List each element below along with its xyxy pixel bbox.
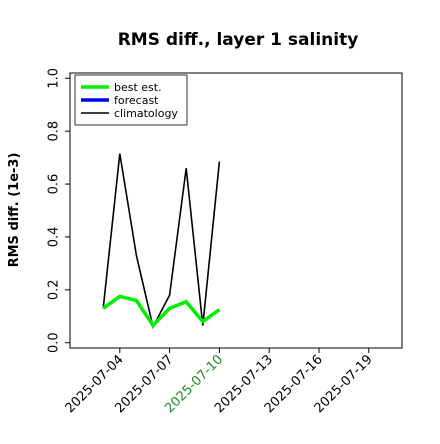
y-tick-label: 0.4 [47, 227, 62, 248]
plot-area [69, 72, 403, 349]
y-tick-label: 0.0 [47, 332, 62, 353]
series-line-climatology [102, 153, 221, 330]
legend-label-forecast: forecast [114, 94, 159, 107]
y-tick-label: 0.8 [47, 121, 62, 142]
series-layer [102, 153, 221, 330]
legend-label-best-est: best est. [114, 81, 162, 94]
y-tick-label: 1.0 [47, 68, 62, 89]
y-axis-label: RMS diff. (1e-3) [7, 153, 22, 268]
series-line-best-est [102, 294, 221, 329]
y-tick-label: 0.6 [47, 174, 62, 195]
legend-label-climatology: climatology [114, 107, 178, 120]
y-tick-label: 0.2 [47, 279, 62, 300]
chart-title: RMS diff., layer 1 salinity [118, 30, 359, 50]
